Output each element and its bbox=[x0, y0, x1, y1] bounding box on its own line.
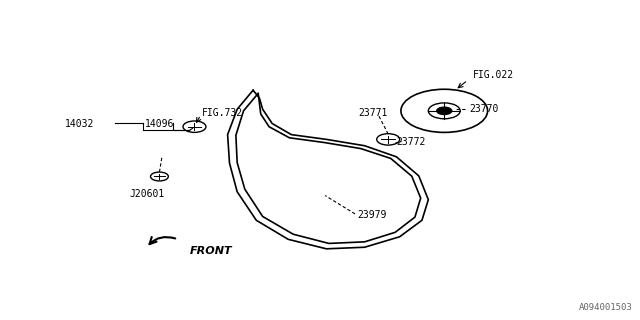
Text: FIG.022: FIG.022 bbox=[473, 70, 514, 80]
Text: 23770: 23770 bbox=[470, 104, 499, 114]
Text: A094001503: A094001503 bbox=[579, 303, 632, 312]
Text: 23771: 23771 bbox=[358, 108, 388, 118]
Text: 23772: 23772 bbox=[396, 137, 426, 147]
Text: FRONT: FRONT bbox=[189, 246, 232, 256]
Text: FIG.732: FIG.732 bbox=[202, 108, 243, 118]
Text: J20601: J20601 bbox=[129, 189, 164, 199]
Circle shape bbox=[436, 107, 452, 115]
Text: 14032: 14032 bbox=[65, 118, 94, 129]
Text: 23979: 23979 bbox=[357, 210, 387, 220]
Text: 14096: 14096 bbox=[145, 118, 174, 129]
